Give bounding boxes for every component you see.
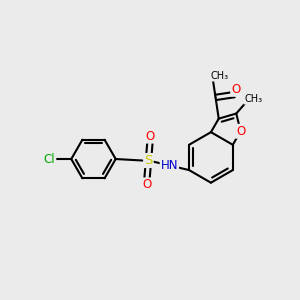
Text: O: O [145,130,154,142]
Text: O: O [142,178,152,191]
Text: CH₃: CH₃ [244,94,262,104]
Text: CH₃: CH₃ [210,71,228,81]
Text: O: O [236,125,245,138]
Text: Cl: Cl [44,152,56,166]
Text: O: O [231,83,240,96]
Text: HN: HN [160,159,178,172]
Text: S: S [144,154,153,167]
